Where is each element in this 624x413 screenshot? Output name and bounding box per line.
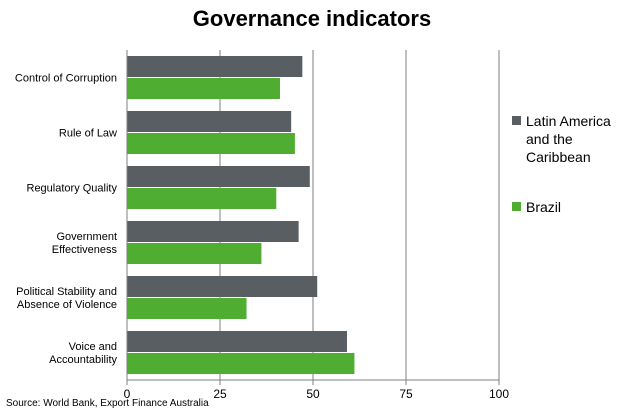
bar-brazil [127, 353, 355, 374]
legend-line: Latin America [526, 113, 611, 129]
legend-line: Caribbean [526, 149, 591, 165]
bar-latin-america [127, 166, 310, 187]
legend-swatch-latin-america [512, 116, 521, 125]
legend-label-brazil: Brazil [526, 198, 624, 216]
legend-line: and the [526, 131, 573, 147]
bar-latin-america [127, 56, 303, 77]
x-tick-label: 100 [489, 387, 509, 401]
x-tick-label: 75 [399, 387, 413, 401]
source-note: Source: World Bank, Export Finance Austr… [6, 398, 209, 409]
x-tick-label: 25 [213, 387, 227, 401]
bar-latin-america [127, 221, 299, 242]
category-label: Regulatory Quality [27, 183, 118, 195]
bar-brazil [127, 78, 281, 99]
chart-title: Governance indicators [192, 6, 432, 31]
category-label: Voice and Accountability [49, 341, 117, 366]
category-label: Control of Corruption [15, 73, 117, 85]
category-label: Political Stability and Absence of Violen… [16, 286, 117, 311]
bar-latin-america [127, 276, 318, 297]
bar-brazil [127, 133, 295, 154]
legend-label-latin-america: Latin America and the Caribbean [526, 112, 624, 166]
bar-brazil [127, 298, 247, 319]
legend-swatch-brazil [512, 202, 521, 211]
x-tick-label: 0 [124, 387, 131, 401]
legend-line: Brazil [526, 199, 562, 215]
bar-brazil [127, 188, 277, 209]
category-label: Rule of Law [59, 128, 117, 140]
bar-latin-america [127, 111, 292, 132]
bar-latin-america [127, 331, 347, 352]
category-label: Government Effectiveness [52, 231, 118, 256]
x-tick-label: 50 [306, 387, 320, 401]
bar-brazil [127, 243, 262, 264]
